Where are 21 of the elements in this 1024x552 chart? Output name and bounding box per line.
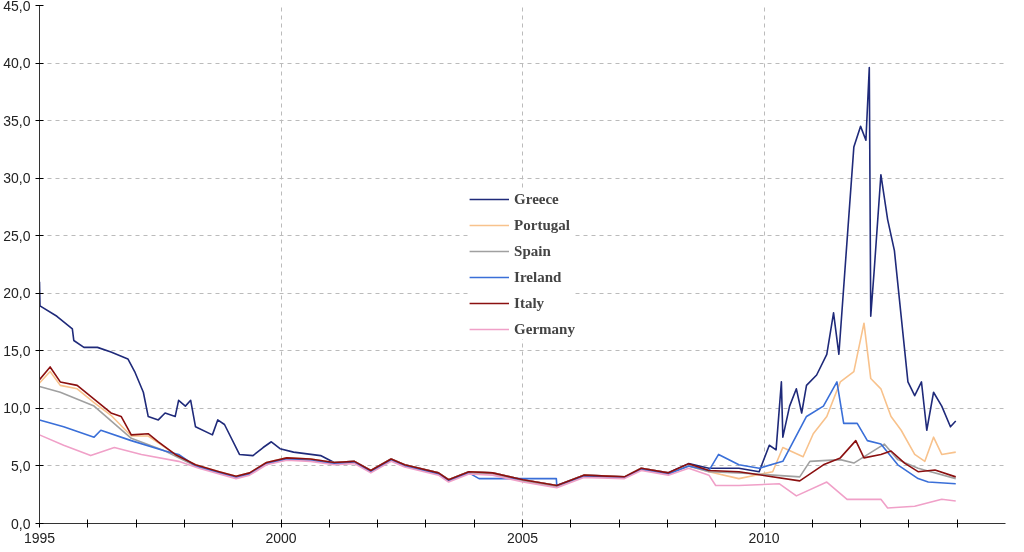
line-series bbox=[39, 434, 957, 509]
legend-label: Ireland bbox=[514, 268, 562, 286]
x-tick-label: 2005 bbox=[506, 529, 539, 546]
y-tick-label: 30,0 bbox=[3, 170, 31, 187]
x-tick-label: 2000 bbox=[265, 529, 297, 546]
y-tick-label: 35,0 bbox=[3, 112, 31, 129]
y-tick-label: 45,0 bbox=[3, 0, 31, 14]
legend-label: Spain bbox=[514, 242, 551, 260]
legend-label: Portugal bbox=[514, 216, 570, 234]
x-tick-label: 2010 bbox=[748, 529, 780, 546]
x-tick-label: 1995 bbox=[23, 529, 56, 546]
y-tick-label: 10,0 bbox=[3, 400, 31, 417]
y-tick-label: 25,0 bbox=[3, 227, 31, 244]
legend-label: Greece bbox=[514, 190, 559, 208]
y-tick-label: 40,0 bbox=[3, 55, 31, 72]
y-tick-label: 15,0 bbox=[3, 342, 31, 359]
legend-label: Italy bbox=[514, 294, 545, 312]
y-tick-label: 0,0 bbox=[11, 515, 31, 532]
y-tick-label: 5,0 bbox=[11, 457, 31, 474]
legend-label: Germany bbox=[514, 320, 575, 338]
y-tick-label: 20,0 bbox=[3, 285, 31, 302]
